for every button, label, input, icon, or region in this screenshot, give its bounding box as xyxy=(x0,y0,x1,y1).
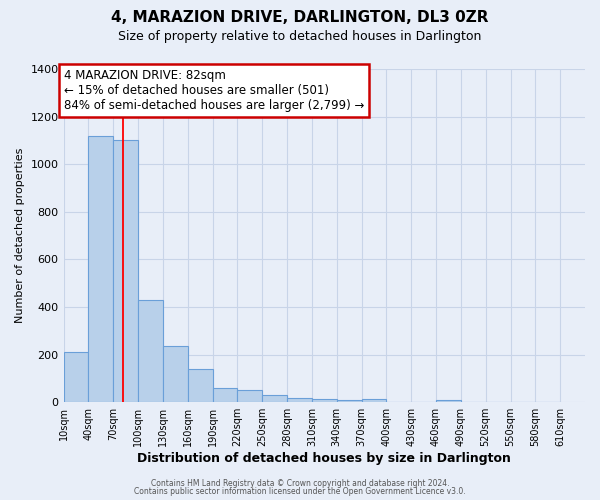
Bar xyxy=(64,352,88,402)
Bar xyxy=(362,400,386,402)
Bar xyxy=(212,388,238,402)
Bar xyxy=(113,140,138,402)
Text: Contains public sector information licensed under the Open Government Licence v3: Contains public sector information licen… xyxy=(134,487,466,496)
Bar xyxy=(287,398,312,402)
Bar xyxy=(88,136,113,402)
Y-axis label: Number of detached properties: Number of detached properties xyxy=(15,148,25,324)
Bar xyxy=(312,400,337,402)
Bar xyxy=(337,400,362,402)
Bar xyxy=(163,346,188,402)
Text: Contains HM Land Registry data © Crown copyright and database right 2024.: Contains HM Land Registry data © Crown c… xyxy=(151,478,449,488)
Bar xyxy=(238,390,262,402)
Bar xyxy=(188,369,212,402)
Bar xyxy=(262,395,287,402)
X-axis label: Distribution of detached houses by size in Darlington: Distribution of detached houses by size … xyxy=(137,452,511,465)
Text: 4, MARAZION DRIVE, DARLINGTON, DL3 0ZR: 4, MARAZION DRIVE, DARLINGTON, DL3 0ZR xyxy=(111,10,489,25)
Bar xyxy=(436,400,461,402)
Bar xyxy=(138,300,163,402)
Text: 4 MARAZION DRIVE: 82sqm
← 15% of detached houses are smaller (501)
84% of semi-d: 4 MARAZION DRIVE: 82sqm ← 15% of detache… xyxy=(64,69,364,112)
Text: Size of property relative to detached houses in Darlington: Size of property relative to detached ho… xyxy=(118,30,482,43)
